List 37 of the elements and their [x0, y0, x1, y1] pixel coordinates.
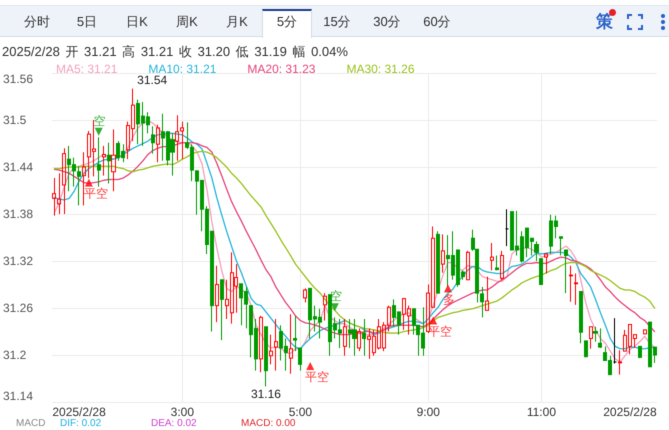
x-tick-label: 2025/2/28	[52, 405, 106, 419]
data-label: 空	[94, 114, 106, 128]
x-tick-label: 11:00	[526, 405, 556, 419]
text: MA5: 31.21	[56, 62, 118, 76]
text: 月K	[226, 14, 248, 30]
text: 30分	[373, 14, 401, 30]
data-label: 平空	[84, 186, 108, 201]
text: 15分	[323, 14, 351, 30]
y-tick-label: 31.14	[3, 389, 34, 403]
data-label: 多	[442, 292, 455, 306]
y-tick-label: 31.44	[3, 160, 34, 174]
y-tick-label: 31.5	[3, 113, 27, 127]
text: MACD	[16, 418, 46, 429]
text: 5日	[76, 14, 98, 30]
x-tick-label: 5:00	[288, 405, 312, 419]
text: MA20: 31.23	[247, 62, 316, 76]
text: 2025/2/28 开 31.21 高 31.21 收 31.20 低 31.19 幅 0.04%	[2, 44, 348, 60]
text: 5分	[276, 14, 298, 30]
text: 日K	[126, 14, 148, 30]
x-tick-label: 3:00	[170, 405, 194, 419]
y-tick-label: 31.56	[3, 72, 34, 86]
text: MACD: 0.00	[241, 418, 296, 429]
data-label: 平空	[305, 370, 330, 384]
y-tick-label: 31.2	[3, 348, 27, 362]
text: 策	[596, 12, 613, 32]
text: DIF: 0.02	[60, 418, 102, 429]
x-tick-label: 9:00	[416, 405, 440, 419]
y-tick-label: 31.32	[3, 254, 34, 268]
y-tick-label: 31.38	[3, 207, 34, 221]
text: MA30: 31.26	[346, 62, 415, 76]
text: DEA: 0.02	[151, 418, 197, 429]
y-tick-label: 31.26	[3, 301, 34, 315]
text: 周K	[176, 14, 198, 30]
annotation: 31.16	[250, 387, 281, 402]
text: 分时	[24, 14, 50, 30]
x-tick-label: 2025/2/28	[603, 405, 657, 419]
text: 60分	[423, 14, 451, 30]
